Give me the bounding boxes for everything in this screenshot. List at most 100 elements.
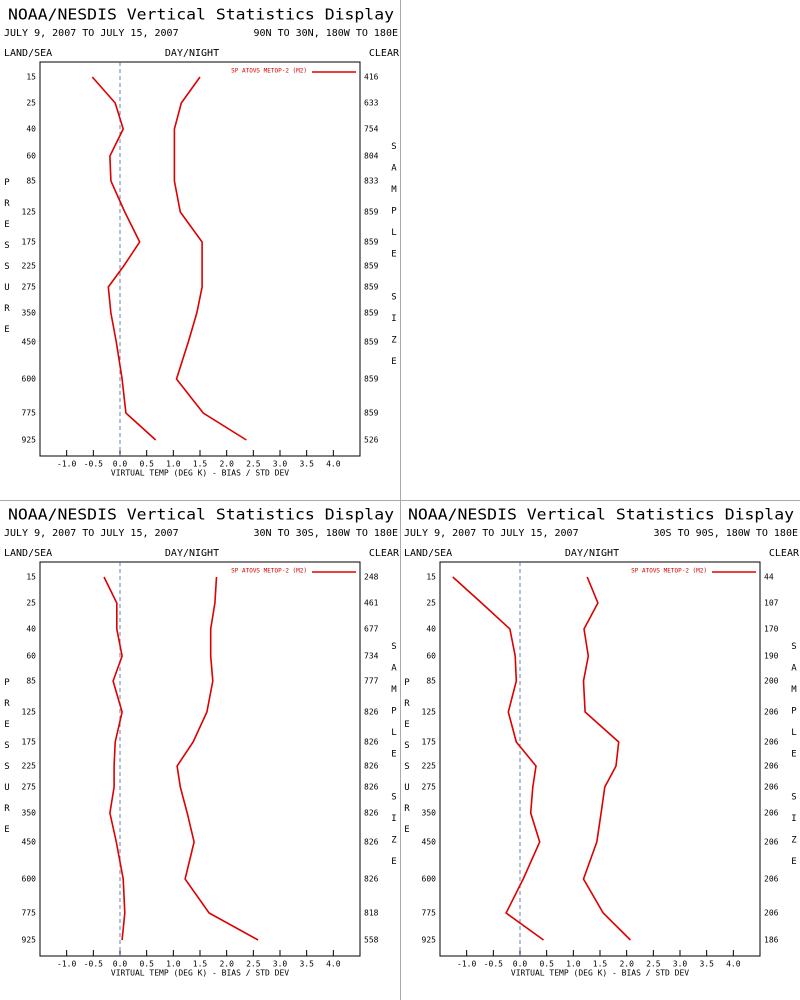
panel: NOAA/NESDIS Vertical Statistics Display J… xyxy=(404,506,800,978)
profile-line xyxy=(452,576,544,941)
day-night-label: DAY/NIGHT xyxy=(565,548,619,559)
sample-size-label: 190 xyxy=(764,652,779,661)
x-tick-label: -0.5 xyxy=(484,960,503,969)
sample-size-label: 248 xyxy=(364,573,379,582)
pressure-label: 125 xyxy=(422,708,437,717)
x-tick-label: -0.5 xyxy=(84,960,103,969)
date-range: JULY 9, 2007 TO JULY 15, 2007 xyxy=(404,528,579,539)
x-tick-label: 1.0 xyxy=(566,960,581,969)
x-tick-label: -0.5 xyxy=(84,460,103,469)
sample-size-label: 44 xyxy=(764,573,774,582)
sample-size-label: 859 xyxy=(364,338,379,347)
sample-size-label: 826 xyxy=(364,809,379,818)
sample-size-label: 206 xyxy=(764,783,779,792)
legend-label: SP ATOVS METOP-2 (M2) xyxy=(231,568,307,575)
pressure-label: 40 xyxy=(26,625,36,634)
x-tick-label: 0.0 xyxy=(113,460,128,469)
x-tick-label: -1.0 xyxy=(57,960,76,969)
sample-size-label: 526 xyxy=(364,436,379,445)
x-tick-label: 2.0 xyxy=(219,460,234,469)
legend-label: SP ATOVS METOP-2 (M2) xyxy=(631,568,707,575)
sample-size-label: 633 xyxy=(364,99,379,108)
pressure-label: 25 xyxy=(26,99,36,108)
x-tick-label: 3.0 xyxy=(273,960,288,969)
panel: NOAA/NESDIS Vertical Statistics Display J… xyxy=(4,6,400,478)
sample-size-label: 859 xyxy=(364,375,379,384)
pressure-label: 350 xyxy=(422,809,437,818)
sample-size-label: 206 xyxy=(764,909,779,918)
sample-size-label: 734 xyxy=(364,652,379,661)
sample-size-label: 186 xyxy=(764,936,779,945)
date-range: JULY 9, 2007 TO JULY 15, 2007 xyxy=(4,528,179,539)
x-tick-label: 4.0 xyxy=(326,960,341,969)
pressure-label: 925 xyxy=(22,936,37,945)
x-tick-label: 0.5 xyxy=(539,960,554,969)
pressure-label: 925 xyxy=(22,436,37,445)
day-night-label: DAY/NIGHT xyxy=(165,548,219,559)
sample-size-label: 833 xyxy=(364,177,379,186)
sample-size-label: 416 xyxy=(364,73,379,82)
sample-size-label: 107 xyxy=(764,599,779,608)
land-sea-label: LAND/SEA xyxy=(4,548,52,559)
profile-line xyxy=(103,576,126,941)
x-tick-label: 2.0 xyxy=(619,960,634,969)
pressure-label: 60 xyxy=(26,652,36,661)
sample-size-label: 804 xyxy=(364,152,379,161)
region: 30N TO 30S, 180W TO 180E xyxy=(254,528,399,539)
pressure-label: 175 xyxy=(22,238,37,247)
x-tick-label: 1.0 xyxy=(166,460,181,469)
sample-size-label: 859 xyxy=(364,208,379,217)
sample-size-label: 826 xyxy=(364,738,379,747)
sample-size-label: 206 xyxy=(764,762,779,771)
pressure-label: 85 xyxy=(26,177,36,186)
sample-size-label: 206 xyxy=(764,838,779,847)
legend-label: SP ATOVS METOP-2 (M2) xyxy=(231,68,307,75)
clear-label: CLEAR xyxy=(369,48,400,59)
land-sea-label: LAND/SEA xyxy=(4,48,52,59)
sample-size-label: 826 xyxy=(364,838,379,847)
x-tick-label: 0.5 xyxy=(139,960,154,969)
pressure-label: 15 xyxy=(26,73,36,82)
profile-line xyxy=(176,576,259,941)
profile-line xyxy=(582,576,631,941)
pressure-label: 600 xyxy=(422,875,437,884)
pressure-label: 40 xyxy=(26,125,36,134)
pressure-label: 600 xyxy=(22,375,37,384)
x-axis-label: VIRTUAL TEMP (DEG K) - BIAS / STD DEV xyxy=(111,969,289,978)
pressure-label: 85 xyxy=(426,677,436,686)
pressure-label: 25 xyxy=(26,599,36,608)
panel: NOAA/NESDIS Vertical Statistics Display J… xyxy=(4,506,400,978)
sample-size-label: 826 xyxy=(364,875,379,884)
sample-size-label: 777 xyxy=(364,677,379,686)
pressure-label: 775 xyxy=(22,409,37,418)
sample-size-label: 859 xyxy=(364,409,379,418)
pressure-label: 775 xyxy=(22,909,37,918)
sample-size-label: 826 xyxy=(364,762,379,771)
sample-size-label: 206 xyxy=(764,875,779,884)
x-axis-label: VIRTUAL TEMP (DEG K) - BIAS / STD DEV xyxy=(111,469,289,478)
x-tick-label: -1.0 xyxy=(57,460,76,469)
sample-size-label: 206 xyxy=(764,738,779,747)
panel-title: NOAA/NESDIS Vertical Statistics Display xyxy=(8,6,394,24)
pressure-label: 925 xyxy=(422,936,437,945)
land-sea-label: LAND/SEA xyxy=(404,548,452,559)
date-range: JULY 9, 2007 TO JULY 15, 2007 xyxy=(4,28,179,39)
x-tick-label: 1.5 xyxy=(593,960,608,969)
x-tick-label: 3.5 xyxy=(699,960,714,969)
clear-label: CLEAR xyxy=(369,548,400,559)
region: 30S TO 90S, 180W TO 180E xyxy=(654,528,799,539)
x-tick-label: 1.5 xyxy=(193,960,208,969)
sample-size-label: 859 xyxy=(364,283,379,292)
pressure-label: 275 xyxy=(422,783,437,792)
sample-size-label: 677 xyxy=(364,625,379,634)
sample-size-label: 826 xyxy=(364,708,379,717)
pressure-label: 450 xyxy=(422,838,437,847)
sample-size-label: 859 xyxy=(364,309,379,318)
pressure-label: 60 xyxy=(26,152,36,161)
x-tick-label: -1.0 xyxy=(457,960,476,969)
profile-line xyxy=(91,76,157,441)
